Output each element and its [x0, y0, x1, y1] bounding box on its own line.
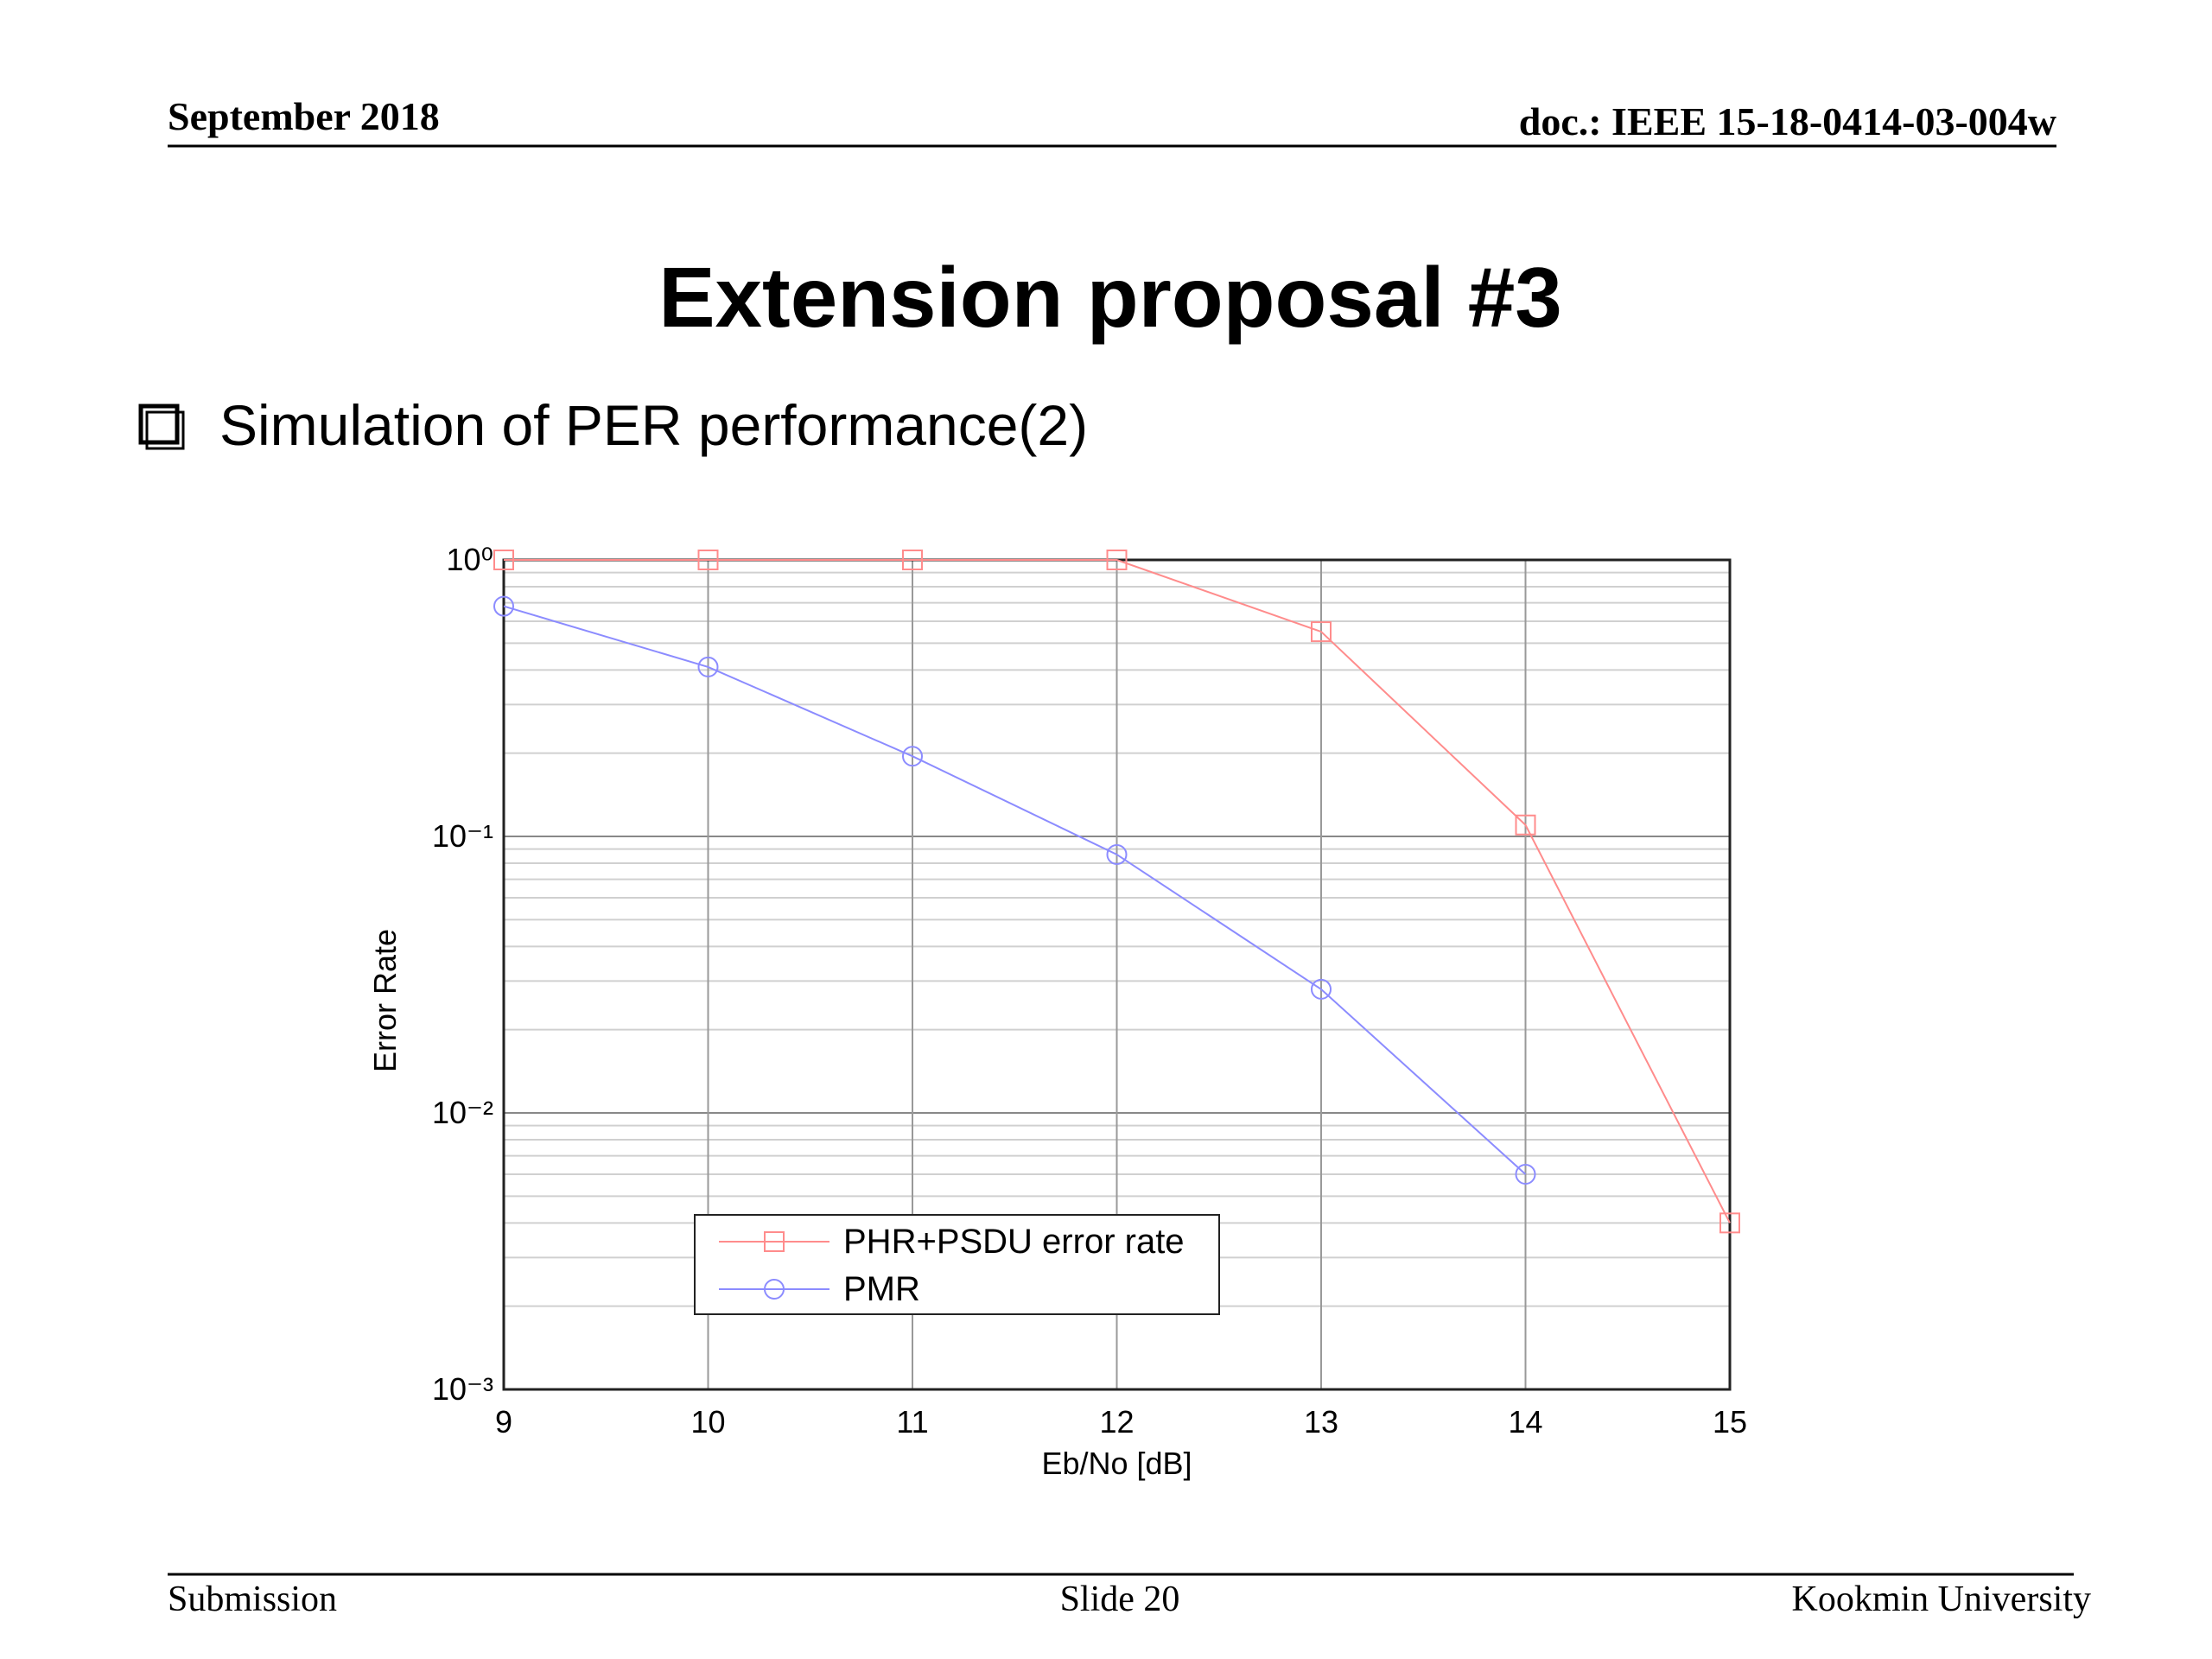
marker — [1515, 1163, 1536, 1185]
marker — [764, 1279, 785, 1300]
legend-label: PHR+PSDU error rate — [843, 1223, 1185, 1261]
x-tick-label: 12 — [1099, 1404, 1134, 1440]
marker — [1106, 550, 1128, 570]
bullet-box — [138, 404, 180, 445]
y-axis-label: Error Rate — [367, 929, 403, 1072]
x-tick-label: 13 — [1304, 1404, 1338, 1440]
x-tick-label: 9 — [495, 1404, 512, 1440]
y-tick-label: 10⁻¹ — [432, 818, 493, 854]
x-tick-label: 10 — [690, 1404, 725, 1440]
x-tick-label: 11 — [896, 1404, 928, 1440]
x-tick-label: 14 — [1508, 1404, 1542, 1440]
marker — [1311, 621, 1332, 643]
marker — [1515, 814, 1536, 836]
y-tick-label: 10⁻² — [432, 1095, 493, 1130]
chart: 10⁰ 10⁻¹ 10⁻² 10⁻³9 10 11 12 13 14 15 Eb/No [dB] Er… — [367, 542, 1747, 1481]
footer-left: Submission — [168, 1580, 337, 1619]
marker — [1106, 843, 1128, 865]
marker — [1719, 1212, 1740, 1234]
bullet-shadow — [145, 410, 185, 450]
legend-label: PMR — [843, 1270, 920, 1308]
footer-right: Kookmin University — [1792, 1580, 2091, 1619]
series-line — [503, 605, 1527, 1175]
y-tick-label: 10⁻³ — [432, 1371, 493, 1407]
slide-title: Extension proposal #3 — [658, 250, 1562, 345]
header-date: September 2018 — [168, 94, 440, 138]
header-doc: doc.: IEEE 15-18-0414-03-004w — [1519, 99, 2056, 143]
marker — [493, 595, 514, 617]
footer-center: Slide 20 — [1060, 1580, 1180, 1619]
series-line — [504, 559, 1731, 1224]
marker — [493, 550, 514, 570]
marker — [1311, 978, 1332, 1000]
marker — [902, 550, 923, 570]
marker — [697, 550, 719, 570]
marker — [697, 656, 719, 677]
y-tick-label: 10⁰ — [447, 542, 493, 577]
x-tick-label: 15 — [1713, 1404, 1747, 1440]
x-axis-label: Eb/No [dB] — [1041, 1446, 1192, 1481]
marker — [764, 1231, 785, 1252]
marker — [902, 746, 923, 767]
bullet-text: Simulation of PER performance(2) — [219, 393, 1088, 457]
